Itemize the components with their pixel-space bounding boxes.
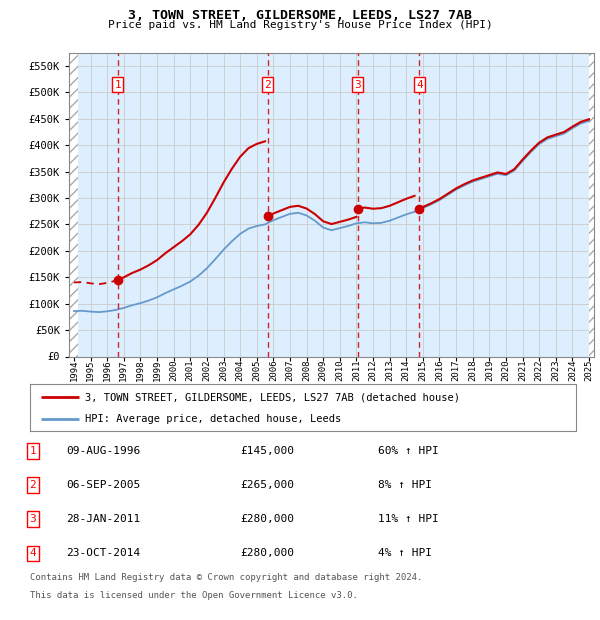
Text: 1: 1 [29,446,37,456]
Text: 1997: 1997 [119,360,128,381]
Text: 23-OCT-2014: 23-OCT-2014 [66,548,140,559]
Bar [589,53,596,356]
Text: Contains HM Land Registry data © Crown copyright and database right 2024.: Contains HM Land Registry data © Crown c… [30,574,422,583]
Text: 60% ↑ HPI: 60% ↑ HPI [378,446,439,456]
Text: 28-JAN-2011: 28-JAN-2011 [66,514,140,525]
Text: 1996: 1996 [103,360,112,381]
Text: 2002: 2002 [202,360,211,381]
Text: 2007: 2007 [286,360,295,381]
Text: 1998: 1998 [136,360,145,381]
Text: 2018: 2018 [468,360,477,381]
Text: 2006: 2006 [269,360,278,381]
Text: HPI: Average price, detached house, Leeds: HPI: Average price, detached house, Leed… [85,414,341,424]
Text: 2010: 2010 [335,360,344,381]
Text: 2022: 2022 [535,360,544,381]
Text: 2021: 2021 [518,360,527,381]
Text: £280,000: £280,000 [240,514,294,525]
Text: 2: 2 [29,480,37,490]
Text: 3, TOWN STREET, GILDERSOME, LEEDS, LS27 7AB: 3, TOWN STREET, GILDERSOME, LEEDS, LS27 … [128,9,472,22]
Text: 2001: 2001 [186,360,195,381]
Text: Price paid vs. HM Land Registry's House Price Index (HPI): Price paid vs. HM Land Registry's House … [107,20,493,30]
Text: 2023: 2023 [551,360,560,381]
Text: 2017: 2017 [452,360,461,381]
Text: 4: 4 [29,548,37,559]
Text: 1994: 1994 [70,360,79,381]
Text: 1999: 1999 [152,360,161,381]
Text: 2015: 2015 [418,360,427,381]
Text: 2: 2 [265,79,271,90]
Text: 1995: 1995 [86,360,95,381]
Text: 2019: 2019 [485,360,494,381]
Text: 1: 1 [114,79,121,90]
Text: 06-SEP-2005: 06-SEP-2005 [66,480,140,490]
Text: 2012: 2012 [368,360,377,381]
Text: 09-AUG-1996: 09-AUG-1996 [66,446,140,456]
Text: 3, TOWN STREET, GILDERSOME, LEEDS, LS27 7AB (detached house): 3, TOWN STREET, GILDERSOME, LEEDS, LS27 … [85,392,460,402]
Text: £265,000: £265,000 [240,480,294,490]
Text: 2011: 2011 [352,360,361,381]
Text: 2016: 2016 [435,360,444,381]
Text: 2024: 2024 [568,360,577,381]
Text: This data is licensed under the Open Government Licence v3.0.: This data is licensed under the Open Gov… [30,591,358,600]
Text: £280,000: £280,000 [240,548,294,559]
Text: 2009: 2009 [319,360,328,381]
Text: 2014: 2014 [402,360,411,381]
Text: 3: 3 [354,79,361,90]
Text: 2008: 2008 [302,360,311,381]
Text: £145,000: £145,000 [240,446,294,456]
Text: 2005: 2005 [252,360,261,381]
Text: 2025: 2025 [584,360,593,381]
Text: 11% ↑ HPI: 11% ↑ HPI [378,514,439,525]
Text: 4% ↑ HPI: 4% ↑ HPI [378,548,432,559]
Text: 2013: 2013 [385,360,394,381]
Text: 2003: 2003 [219,360,228,381]
Text: 3: 3 [29,514,37,525]
Text: 2004: 2004 [236,360,245,381]
Text: 2020: 2020 [502,360,511,381]
Text: 8% ↑ HPI: 8% ↑ HPI [378,480,432,490]
Text: 2000: 2000 [169,360,178,381]
Bar [69,53,78,356]
Text: 4: 4 [416,79,423,90]
